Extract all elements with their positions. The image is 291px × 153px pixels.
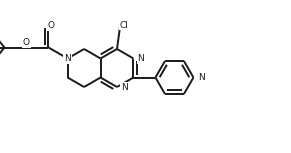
Text: O: O	[48, 21, 55, 30]
Text: N: N	[137, 54, 144, 63]
Text: O: O	[23, 38, 30, 47]
Text: N: N	[121, 82, 128, 91]
Text: Cl: Cl	[120, 21, 128, 30]
Text: N: N	[198, 73, 205, 82]
Text: N: N	[64, 54, 71, 63]
